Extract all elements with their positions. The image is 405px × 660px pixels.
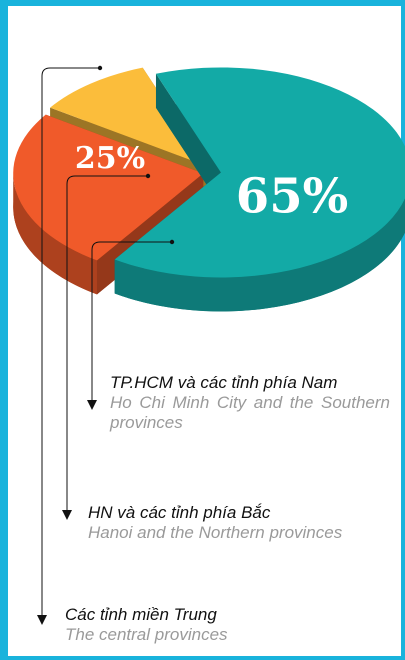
legend-item: TP.HCM và các tỉnh phía Nam Ho Chi Minh … (110, 373, 390, 433)
pie-slice (114, 67, 405, 278)
legend-item: HN và các tỉnh phía Bắc Hanoi and the No… (88, 503, 398, 543)
leader-arrow (62, 510, 72, 520)
legend-label-en: The central provinces (65, 625, 228, 644)
legend-label: Các tỉnh miền Trung (65, 605, 217, 624)
leader-arrow (87, 400, 97, 410)
pie-slice (13, 114, 204, 261)
slice-side (13, 173, 97, 295)
pie-slice (50, 67, 208, 167)
legend-label: TP.HCM và các tỉnh phía Nam (110, 373, 338, 392)
leader-arrow (37, 615, 47, 625)
value-label: 25% (75, 141, 145, 176)
legend-label: HN và các tỉnh phía Bắc (88, 503, 271, 522)
legend-label-en: Hanoi and the Northern provinces (88, 523, 343, 542)
leader-line (41, 67, 100, 617)
leader-line (91, 241, 172, 402)
legend-item: Các tỉnh miền Trung The central province… (65, 605, 385, 645)
leader-line (66, 175, 148, 512)
slice-side (114, 198, 405, 312)
legend-label-en: Ho Chi Minh City and the Southern provin… (110, 393, 390, 432)
slice-wall (155, 73, 221, 207)
value-label: 10% (104, 52, 141, 71)
value-label: 65% (236, 169, 348, 225)
